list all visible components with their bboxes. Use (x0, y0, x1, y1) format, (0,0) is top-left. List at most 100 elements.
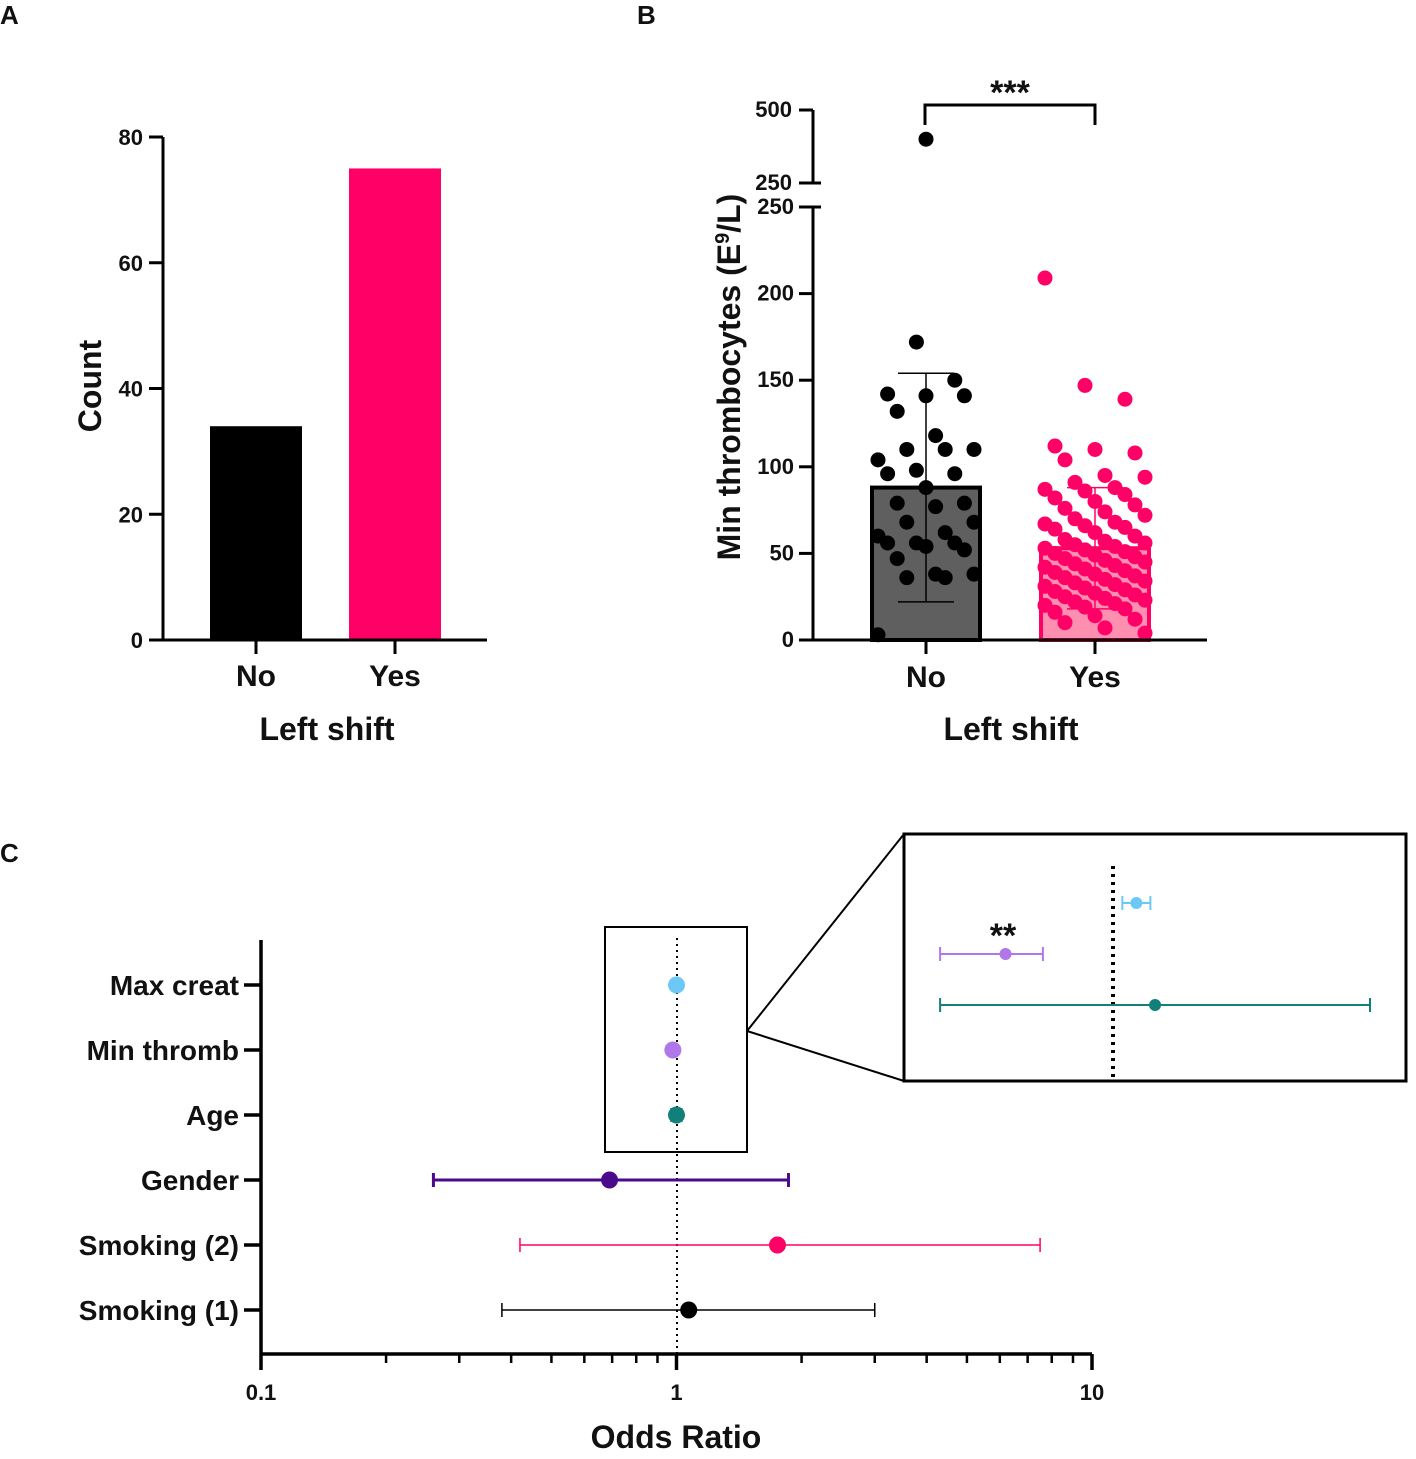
panel-b-point-yes (1137, 592, 1153, 608)
panel-b-point-yes (1117, 391, 1133, 407)
panel-b-point-no (918, 480, 934, 496)
panel-b-point-yes (1047, 521, 1063, 537)
panel-b-point-yes (1117, 487, 1133, 503)
panel-c-inset-estimates (939, 896, 1371, 1012)
panel-b-point-no (947, 372, 963, 388)
panel-b-point-no (899, 514, 915, 530)
panel-a-bar-chart: 0 20 40 60 80 No Yes Left shift Count (72, 125, 487, 747)
panel-b-point-yes (1117, 601, 1133, 617)
panel-a-x-ticks (254, 640, 397, 654)
panel-b-point-no (889, 495, 905, 511)
panel-c-estimate-point (668, 1106, 685, 1124)
panel-b-point-yes (1087, 525, 1103, 541)
panel-c-row-label: Smoking (2) (79, 1230, 239, 1261)
panel-b-point-yes (1087, 441, 1103, 457)
panel-b-point-yes (1137, 573, 1153, 589)
panel-b-point-no (918, 131, 934, 147)
panel-b-point-no (956, 542, 972, 558)
panel-a-y-tick-label: 60 (119, 251, 143, 276)
panel-c-zoom-connector-bottom (746, 1030, 905, 1082)
panel-c-row-labels: Max creat Min thromb Age Gender Smoking (2) S… (79, 970, 261, 1326)
panel-c-row-label: Gender (141, 1165, 239, 1196)
panel-b-category-no: No (906, 661, 946, 694)
panel-a-y-tick-label: 0 (131, 628, 143, 653)
panel-b-point-yes (1057, 615, 1073, 631)
panel-b-point-no (899, 441, 915, 457)
panel-c-x-tick-label: 10 (1080, 1380, 1104, 1405)
panel-b-point-yes (1127, 611, 1143, 627)
panel-b-point-yes (1137, 625, 1153, 641)
panel-a-bars (210, 168, 441, 640)
panel-b-point-yes (1097, 504, 1113, 520)
panel-b-point-no (966, 441, 982, 457)
panel-c-x-ticks: 0.1 1 10 (246, 1354, 1104, 1405)
panel-b-point-no (918, 538, 934, 554)
panel-c-row-label: Smoking (1) (79, 1295, 239, 1326)
panel-b-point-no (956, 388, 972, 404)
panel-c-x-tick-label: 0.1 (246, 1380, 277, 1405)
panel-a-y-axis-title: Count (72, 339, 108, 432)
panel-b-significance-stars: *** (990, 74, 1030, 112)
panel-b-point-yes (1137, 507, 1153, 523)
panel-b-y-tick-label: 50 (770, 540, 794, 565)
panel-c-estimate-point (680, 1301, 698, 1319)
panel-b-point-no (908, 462, 924, 478)
panel-b-point-yes (1137, 469, 1153, 485)
panel-c-estimate-point (601, 1171, 619, 1189)
panel-a-bar-no (210, 426, 302, 640)
panel-b-point-yes (1057, 500, 1073, 516)
panel-a-y-tick-label: 80 (119, 125, 143, 150)
panel-b-point-no (937, 570, 953, 586)
panel-c-zoom-box (604, 926, 748, 1153)
panel-b-point-no (880, 535, 896, 551)
panel-a-y-ticks: 0 20 40 60 80 (119, 125, 163, 653)
panel-c-inset-estimate-point (999, 948, 1012, 960)
panel-a-x-axis-title: Left shift (259, 711, 394, 747)
panel-c-x-tick-label: 1 (670, 1380, 682, 1405)
panel-b-y-tick-label: 250 (757, 194, 794, 219)
panel-c-inset-estimate-point (1130, 897, 1143, 909)
panel-b-point-yes (1077, 483, 1093, 499)
panel-b-y-tick-label: 200 (757, 281, 794, 306)
panel-b-point-yes (1117, 519, 1133, 535)
panel-b-point-yes (1047, 490, 1063, 506)
panel-b-point-yes (1077, 377, 1093, 393)
panel-b-point-yes (1037, 270, 1053, 286)
panel-b-point-no (966, 514, 982, 530)
panel-c-estimate-point (768, 1236, 786, 1254)
panel-a-category-no: No (236, 660, 276, 693)
panel-b-point-no (880, 466, 896, 482)
panel-c-row-label: Min thromb (87, 1035, 239, 1066)
panel-c-inset-estimate-point (1149, 999, 1162, 1011)
panel-c-x-axis-title: Odds Ratio (591, 1419, 762, 1455)
panel-b-point-yes (1087, 608, 1103, 624)
panel-c-inset-box (902, 832, 1408, 1083)
panel-b-point-no (899, 570, 915, 586)
panel-b-point-no (918, 388, 934, 404)
panel-b-x-axis-title: Left shift (943, 711, 1078, 747)
panel-b-point-yes (1087, 493, 1103, 509)
panel-c-estimates (431, 976, 1041, 1319)
panel-b-point-no (937, 525, 953, 541)
panel-b-y-tick-label: 100 (757, 454, 794, 479)
panel-b-points (870, 131, 1153, 643)
panel-b-point-yes (1127, 497, 1143, 513)
panel-b-point-yes (1047, 604, 1063, 620)
panel-c-estimate-point (664, 1041, 682, 1059)
panel-b-point-no (947, 466, 963, 482)
panel-b-y-tick-label: 0 (782, 627, 794, 652)
panel-b-point-no (870, 452, 886, 468)
panel-b-point-yes (1047, 438, 1063, 454)
panel-b-point-no (928, 428, 944, 444)
panel-a-y-tick-label: 20 (119, 502, 143, 527)
panel-b-point-no (956, 495, 972, 511)
panel-b-point-no (928, 499, 944, 515)
panel-c-forest-plot: Max creat Min thromb Age Gender Smoking (2) S… (79, 832, 1408, 1455)
panel-b-point-no (937, 441, 953, 457)
panel-b-point-yes (1137, 554, 1153, 570)
panel-b-y-tick-label: 150 (757, 367, 794, 392)
panel-label-a: A (0, 0, 19, 30)
